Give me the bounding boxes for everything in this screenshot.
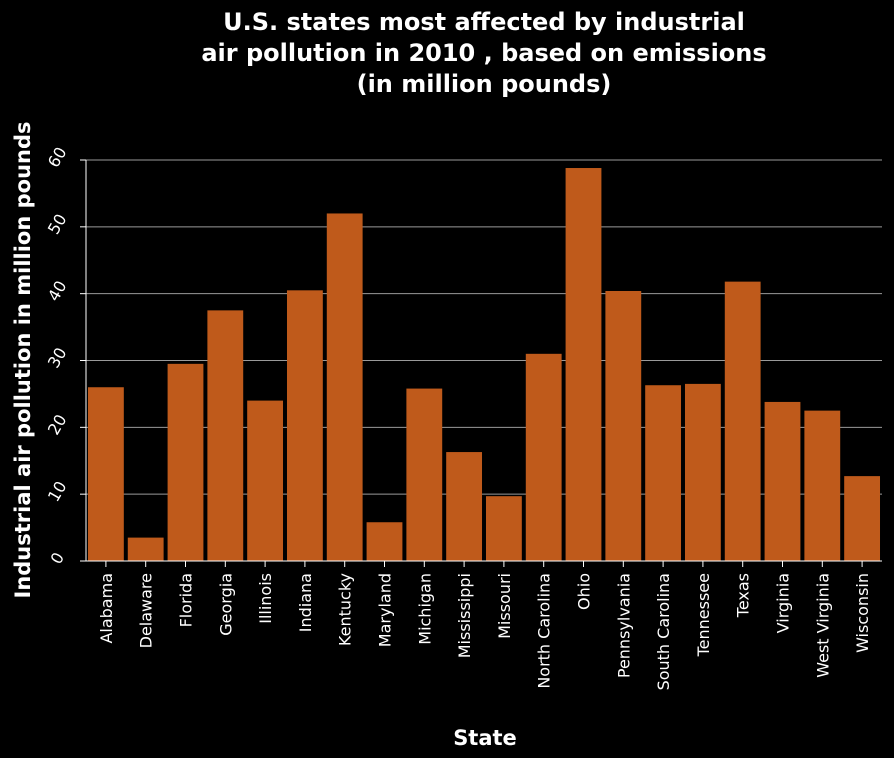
x-tick-label: South Carolina bbox=[654, 573, 673, 690]
x-tick-label: Michigan bbox=[415, 573, 434, 645]
x-tick-labels: Alabama Delaware Florida Georgia Illinois Ind… bbox=[97, 573, 872, 690]
bar-wisconsin bbox=[844, 476, 881, 561]
x-tick-label: West Virginia bbox=[813, 573, 832, 678]
bar-virginia bbox=[764, 401, 801, 561]
y-tick-label: 40 bbox=[44, 277, 71, 304]
gridlines bbox=[86, 159, 882, 495]
chart-title-line: U.S. states most affected by industrial bbox=[223, 8, 745, 36]
bar-alabama bbox=[87, 387, 124, 561]
chart-title-line: (in million pounds) bbox=[357, 70, 612, 98]
y-tick-label: 10 bbox=[44, 478, 71, 505]
bar-south-carolina bbox=[645, 385, 682, 561]
x-tick-label: Missouri bbox=[495, 573, 514, 639]
x-tick-label: Virginia bbox=[774, 573, 793, 633]
x-tick-label: Florida bbox=[177, 573, 196, 627]
bar-indiana bbox=[286, 290, 323, 561]
axes bbox=[80, 159, 882, 567]
bar-pennsylvania bbox=[605, 290, 642, 561]
x-tick-label: North Carolina bbox=[535, 573, 554, 689]
bar-delaware bbox=[127, 537, 164, 561]
bar-missouri bbox=[485, 496, 522, 561]
bar-kentucky bbox=[326, 213, 363, 561]
x-tick-label: Tennessee bbox=[694, 573, 713, 657]
bar-illinois bbox=[247, 400, 284, 561]
y-tick-label: 0 bbox=[46, 549, 68, 567]
x-tick-label: Texas bbox=[734, 573, 753, 618]
bar-michigan bbox=[406, 388, 443, 561]
bar-texas bbox=[724, 281, 761, 561]
bar-tennessee bbox=[684, 383, 721, 561]
bar-north-carolina bbox=[525, 353, 562, 561]
bar-ohio bbox=[565, 168, 602, 561]
x-tick-label: Wisconsin bbox=[853, 573, 872, 653]
bar-west-virginia bbox=[804, 410, 841, 561]
x-axis-title: State bbox=[453, 726, 517, 750]
chart-title: U.S. states most affected by industrial a… bbox=[201, 8, 766, 98]
bar-maryland bbox=[366, 522, 403, 561]
bar-mississippi bbox=[446, 452, 483, 561]
x-tick-label: Indiana bbox=[296, 573, 315, 632]
x-tick-label: Mississippi bbox=[455, 573, 474, 658]
y-tick-labels: 0 10 20 30 40 50 60 bbox=[44, 144, 71, 568]
x-tick-label: Pennsylvania bbox=[614, 573, 633, 678]
x-tick-label: Ohio bbox=[575, 573, 594, 610]
bar-florida bbox=[167, 363, 204, 561]
y-tick-label: 50 bbox=[44, 211, 71, 238]
y-axis-title: Industrial air pollution in million poun… bbox=[11, 121, 35, 598]
x-tick-label: Alabama bbox=[97, 573, 116, 644]
bar-georgia bbox=[207, 310, 244, 561]
y-tick-label: 60 bbox=[44, 144, 71, 171]
x-tick-label: Georgia bbox=[216, 573, 235, 636]
x-tick-label: Maryland bbox=[376, 573, 395, 647]
x-tick-label: Illinois bbox=[256, 573, 275, 624]
bars bbox=[87, 168, 881, 561]
x-tick-label: Kentucky bbox=[336, 573, 355, 646]
chart-title-line: air pollution in 2010 , based on emissio… bbox=[201, 39, 766, 67]
x-tick-label: Delaware bbox=[137, 573, 156, 648]
y-tick-label: 30 bbox=[44, 344, 71, 371]
y-tick-label: 20 bbox=[44, 411, 71, 438]
